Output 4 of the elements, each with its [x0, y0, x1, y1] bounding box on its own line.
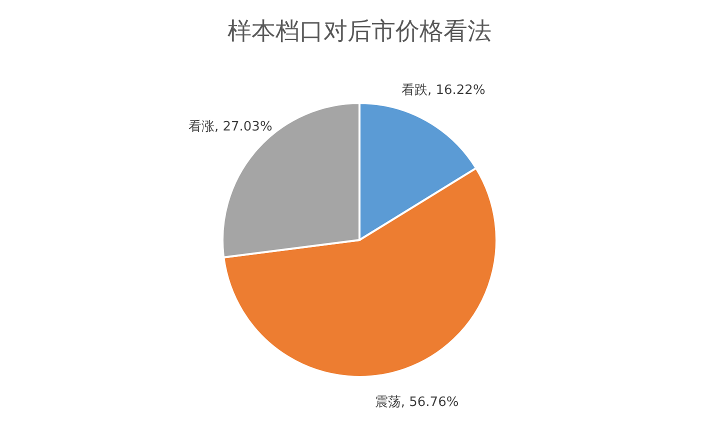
slice-label: 震荡, 56.76% — [374, 395, 459, 410]
slice-label: 看跌, 16.22% — [401, 82, 486, 98]
chart-title: 样本档口对后市价格看法 — [228, 17, 492, 45]
slice-label: 看涨, 27.03% — [188, 119, 272, 134]
